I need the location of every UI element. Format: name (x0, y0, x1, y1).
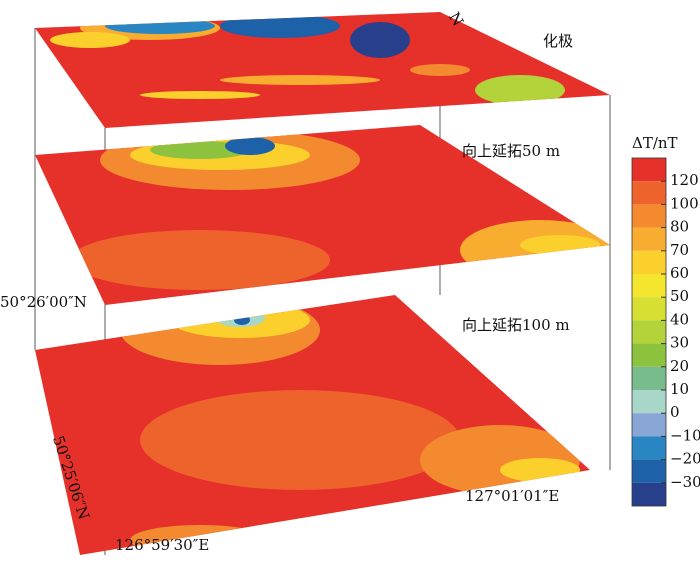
layer-label: 向上延拓100 m (462, 316, 570, 334)
map-layer-2 (35, 125, 610, 305)
colorbar-band (632, 204, 666, 228)
colorbar-tick-label: 120 (670, 171, 699, 189)
layer-label: 化极 (543, 32, 573, 50)
colorbar-band (632, 343, 666, 367)
colorbar-tick-label: 60 (670, 264, 689, 282)
map-layer-1 (35, 12, 610, 128)
colorbar-tick-label: 10 (670, 380, 689, 398)
colorbar-tick-label: −10 (670, 426, 700, 444)
colorbar-tick-label: 20 (670, 357, 689, 375)
colorbar-tick-label: −20 (670, 450, 700, 468)
colorbar-band (632, 181, 666, 205)
colorbar-band (632, 482, 666, 506)
colorbar-band (632, 413, 666, 437)
colorbar-band (632, 320, 666, 344)
colorbar-tick-label: 100 (670, 194, 699, 212)
colorbar-band (632, 366, 666, 390)
colorbar-band (632, 390, 666, 414)
colorbar-tick-label: 50 (670, 287, 689, 305)
coordinate-label: 126°59′30″E (115, 536, 209, 554)
colorbar-band (632, 436, 666, 460)
layer-label: 向上延拓50 m (462, 142, 560, 160)
colorbar-band (632, 297, 666, 321)
colorbar-title: ΔT/nT (632, 134, 678, 152)
colorbar-band (632, 274, 666, 298)
colorbar-tick-label: 30 (670, 334, 689, 352)
coordinate-label: 127°01′01″E (465, 487, 559, 505)
colorbar-tick-label: 40 (670, 310, 689, 328)
colorbar-band (632, 459, 666, 483)
colorbar-tick-label: 0 (670, 403, 680, 421)
colorbar-band (632, 158, 666, 182)
colorbar-band (632, 227, 666, 251)
colorbar-band (632, 250, 666, 274)
coordinate-label: 50°26′00″N (0, 293, 87, 311)
colorbar-frame (631, 157, 667, 507)
colorbar-tick-label: −30 (670, 473, 700, 491)
colorbar-tick-label: 70 (670, 241, 689, 259)
colorbar-tick-label: 80 (670, 218, 689, 236)
